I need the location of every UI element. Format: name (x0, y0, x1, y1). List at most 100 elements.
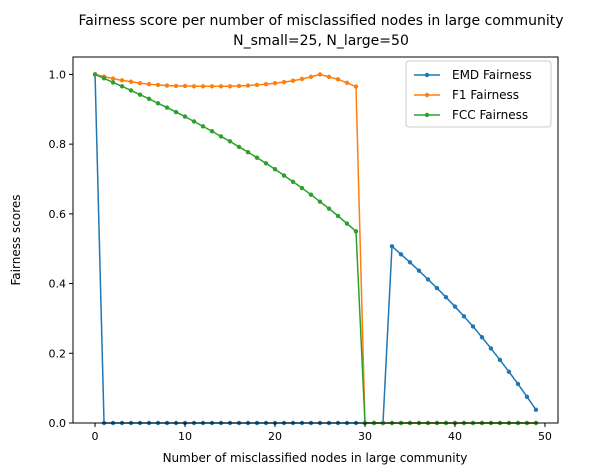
y-axis: 0.0 0.2 0.4 0.6 0.8 1.0 (49, 68, 73, 430)
data-point-f1-fairness (110, 76, 116, 81)
data-point-fcc-fairness (263, 161, 269, 166)
x-tick-label: 0 (92, 430, 99, 443)
y-tick-label: 0.8 (49, 138, 67, 151)
data-point-f1-fairness (146, 81, 152, 87)
data-point-emd-fairness (479, 335, 485, 340)
chart-subtitle: N_small=25, N_large=50 (233, 33, 409, 49)
data-point-fcc-fairness (353, 229, 359, 234)
legend-label-emd-fairness: EMD Fairness (452, 68, 532, 82)
x-tick-label: 20 (268, 430, 282, 443)
x-tick-label: 10 (178, 430, 192, 443)
data-point-f1-fairness (272, 80, 278, 86)
legend-marker-f1-fairness (424, 92, 430, 98)
data-point-emd-fairness (389, 244, 395, 249)
legend-marker-emd-fairness (424, 72, 430, 78)
data-point-f1-fairness (119, 78, 125, 83)
data-point-f1-fairness (326, 74, 332, 80)
data-point-fcc-fairness (209, 129, 215, 134)
data-point-f1-fairness (263, 81, 269, 87)
data-point-fcc-fairness (137, 92, 143, 97)
data-point-fcc-fairness (200, 124, 206, 129)
chart-title: Fairness score per number of misclassifi… (78, 13, 563, 29)
y-tick-label: 1.0 (49, 68, 67, 81)
y-tick-label: 0.2 (49, 347, 67, 360)
data-point-fcc-fairness (218, 134, 224, 139)
data-point-emd-fairness (524, 394, 530, 400)
data-point-emd-fairness (497, 357, 503, 363)
legend: EMD Fairness F1 Fairness FCC Fairness (405, 60, 552, 128)
data-point-f1-fairness (281, 79, 287, 85)
data-point-fcc-fairness (119, 84, 125, 89)
data-point-f1-fairness (245, 83, 251, 88)
data-point-f1-fairness (218, 84, 224, 89)
data-point-fcc-fairness (299, 185, 305, 191)
data-point-f1-fairness (299, 76, 305, 82)
x-tick-label: 50 (538, 430, 552, 443)
data-point-fcc-fairness (254, 155, 260, 160)
data-point-f1-fairness (308, 74, 314, 80)
data-point-fcc-fairness (227, 139, 233, 144)
data-point-fcc-fairness (191, 119, 197, 124)
data-point-f1-fairness (182, 83, 188, 89)
data-point-emd-fairness (434, 285, 440, 291)
data-point-fcc-fairness (110, 80, 116, 85)
y-tick-label: 0.6 (49, 208, 67, 221)
data-point-f1-fairness (137, 80, 143, 86)
data-point-f1-fairness (164, 83, 170, 88)
data-point-f1-fairness (209, 84, 215, 89)
legend-marker-fcc-fairness (424, 112, 430, 118)
data-point-f1-fairness (227, 84, 233, 89)
y-axis-label: Fairness scores (9, 194, 23, 285)
data-point-f1-fairness (344, 80, 350, 85)
data-point-fcc-fairness (101, 76, 107, 81)
data-point-f1-fairness (254, 82, 260, 88)
legend-label-f1-fairness: F1 Fairness (452, 88, 519, 102)
x-axis: 0 10 20 30 40 50 (92, 423, 552, 443)
data-point-fcc-fairness (128, 88, 134, 93)
x-axis-label: Number of misclassified nodes in large c… (163, 451, 468, 465)
data-point-fcc-fairness (173, 109, 179, 115)
data-point-fcc-fairness (281, 173, 287, 178)
data-point-fcc-fairness (308, 192, 314, 197)
data-point-emd-fairness (443, 294, 449, 300)
data-point-fcc-fairness (155, 101, 161, 106)
data-point-emd-fairness (533, 407, 539, 412)
data-point-f1-fairness (173, 83, 179, 89)
data-point-emd-fairness (470, 324, 476, 329)
legend-label-fcc-fairness: FCC Fairness (452, 108, 528, 122)
data-point-fcc-fairness (326, 206, 332, 211)
data-point-emd-fairness (407, 260, 413, 265)
plot-frame (72, 56, 559, 424)
data-point-fcc-fairness (164, 105, 170, 110)
data-point-fcc-fairness (344, 221, 350, 226)
data-point-f1-fairness (155, 82, 161, 88)
data-point-f1-fairness (335, 77, 341, 82)
data-point-fcc-fairness (272, 167, 278, 172)
data-point-f1-fairness (236, 83, 242, 89)
data-point-emd-fairness (398, 252, 404, 257)
data-point-emd-fairness (452, 304, 458, 309)
data-point-f1-fairness (353, 84, 359, 89)
data-point-fcc-fairness (335, 213, 341, 219)
data-point-fcc-fairness (290, 179, 296, 184)
data-point-emd-fairness (461, 314, 467, 319)
data-point-emd-fairness (515, 381, 521, 387)
data-point-emd-fairness (506, 369, 512, 374)
data-point-f1-fairness (290, 78, 296, 83)
data-point-emd-fairness (488, 346, 494, 351)
data-point-emd-fairness (416, 268, 422, 273)
x-tick-label: 40 (448, 430, 462, 443)
data-point-fcc-fairness (236, 144, 242, 150)
data-point-emd-fairness (425, 277, 431, 282)
data-point-fcc-fairness (245, 149, 251, 155)
data-point-fcc-fairness (317, 199, 323, 204)
data-point-f1-fairness (128, 79, 134, 84)
data-point-f1-fairness (200, 84, 206, 89)
data-point-fcc-fairness (182, 114, 188, 119)
data-point-fcc-fairness (92, 72, 98, 77)
x-tick-label: 30 (358, 430, 372, 443)
data-point-fcc-fairness (146, 96, 152, 102)
y-tick-label: 0.4 (49, 278, 67, 291)
legend-frame (405, 60, 552, 128)
